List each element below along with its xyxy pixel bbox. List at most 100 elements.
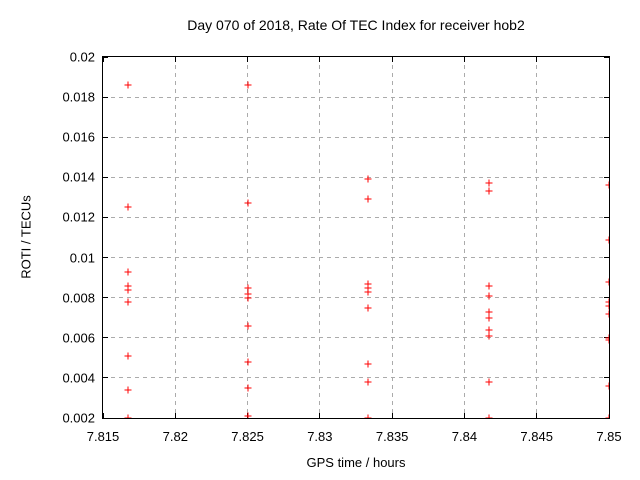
data-point-marker xyxy=(124,268,132,276)
x-axis-tick xyxy=(608,57,609,62)
y-axis-tick xyxy=(103,57,108,58)
data-point-marker xyxy=(485,414,493,418)
data-point-marker xyxy=(244,384,252,392)
data-point-marker xyxy=(605,181,609,189)
data-point-marker xyxy=(244,290,252,298)
data-point-marker xyxy=(364,378,372,386)
h-gridline xyxy=(103,297,609,299)
x-axis-tick xyxy=(319,57,321,62)
data-point-marker xyxy=(485,332,493,340)
x-axis-tick xyxy=(391,57,393,62)
data-point-marker xyxy=(605,310,609,318)
y-axis-tick xyxy=(604,96,609,98)
data-point-marker xyxy=(485,314,493,322)
v-gridline xyxy=(319,57,321,418)
h-gridline xyxy=(103,257,609,259)
y-axis-tick xyxy=(604,216,609,218)
data-point-marker xyxy=(485,326,493,334)
v-gridline xyxy=(174,57,176,418)
y-axis-tick xyxy=(604,297,609,299)
data-point-marker xyxy=(485,187,493,195)
data-point-marker xyxy=(485,308,493,316)
data-point-marker xyxy=(605,382,609,390)
h-gridline xyxy=(103,136,609,138)
data-point-marker xyxy=(124,352,132,360)
data-point-marker xyxy=(244,284,252,292)
data-point-marker xyxy=(244,412,252,418)
data-point-marker xyxy=(364,284,372,292)
x-tick-label: 7.85 xyxy=(596,429,622,444)
v-gridline xyxy=(247,57,249,418)
y-tick-label: 0.008 xyxy=(62,290,95,306)
y-tick-label: 0.018 xyxy=(62,89,95,105)
y-axis-tick xyxy=(604,176,609,178)
y-axis-tick xyxy=(604,57,609,58)
y-axis-tick xyxy=(604,377,609,379)
x-axis-tick xyxy=(391,413,393,418)
x-tick-label: 7.82 xyxy=(162,429,188,444)
y-axis-tick xyxy=(103,216,108,218)
data-point-marker xyxy=(244,199,252,207)
y-axis-tick xyxy=(103,377,108,379)
x-tick-label: 7.825 xyxy=(231,429,264,444)
data-point-marker xyxy=(364,280,372,288)
data-point-marker xyxy=(244,81,252,89)
y-tick-label: 0.014 xyxy=(62,169,95,185)
data-point-marker xyxy=(244,322,252,330)
x-axis-tick xyxy=(247,57,249,62)
data-point-marker xyxy=(605,414,609,418)
x-axis-tick xyxy=(174,57,176,62)
data-point-marker xyxy=(485,378,493,386)
data-point-marker xyxy=(124,386,132,394)
data-point-marker xyxy=(124,282,132,290)
x-axis-tick xyxy=(103,413,104,418)
x-axis-tick xyxy=(536,413,538,418)
y-tick-label: 0.016 xyxy=(62,129,95,145)
y-axis-tick xyxy=(103,337,108,339)
y-tick-label: 0.01 xyxy=(69,250,95,266)
v-gridline xyxy=(536,57,538,418)
x-axis-tick xyxy=(174,413,176,418)
data-point-marker xyxy=(364,414,372,418)
x-tick-label: 7.815 xyxy=(86,429,120,444)
y-axis-label: ROTI / TECUs xyxy=(18,195,34,279)
data-point-marker xyxy=(124,81,132,89)
x-axis-tick xyxy=(536,57,538,62)
v-gridline xyxy=(463,57,465,418)
data-point-marker xyxy=(124,414,132,418)
y-axis-tick xyxy=(604,136,609,138)
data-point-marker xyxy=(605,336,609,344)
data-point-marker xyxy=(364,195,372,203)
y-axis-tick xyxy=(103,257,108,259)
data-point-marker xyxy=(364,288,372,296)
data-point-marker xyxy=(124,286,132,294)
data-point-marker xyxy=(605,298,609,306)
x-axis-tick xyxy=(463,413,465,418)
h-gridline xyxy=(103,216,609,218)
y-tick-label: 0.012 xyxy=(62,209,95,225)
data-point-marker xyxy=(485,282,493,290)
plot-area xyxy=(102,56,610,419)
h-gridline xyxy=(103,176,609,178)
y-axis-tick xyxy=(103,297,108,299)
x-tick-label: 7.835 xyxy=(375,429,409,444)
y-tick-label: 0.02 xyxy=(69,49,95,65)
x-axis-tick xyxy=(463,57,465,62)
y-axis-tick xyxy=(103,417,108,418)
y-axis-tick xyxy=(103,96,108,98)
y-tick-label: 0.002 xyxy=(62,410,95,426)
y-tick-label: 0.004 xyxy=(62,370,95,386)
x-tick-label: 7.83 xyxy=(307,429,333,444)
v-gridline xyxy=(391,57,393,418)
x-axis-tick xyxy=(103,57,104,62)
data-point-marker xyxy=(485,292,493,300)
data-point-marker xyxy=(364,175,372,183)
h-gridline xyxy=(103,337,609,339)
x-axis-tick xyxy=(319,413,321,418)
data-point-marker xyxy=(605,236,609,243)
x-tick-label: 7.845 xyxy=(520,429,553,444)
x-axis-label: GPS time / hours xyxy=(306,455,406,470)
y-axis-tick xyxy=(103,176,108,178)
data-point-marker xyxy=(124,203,132,211)
